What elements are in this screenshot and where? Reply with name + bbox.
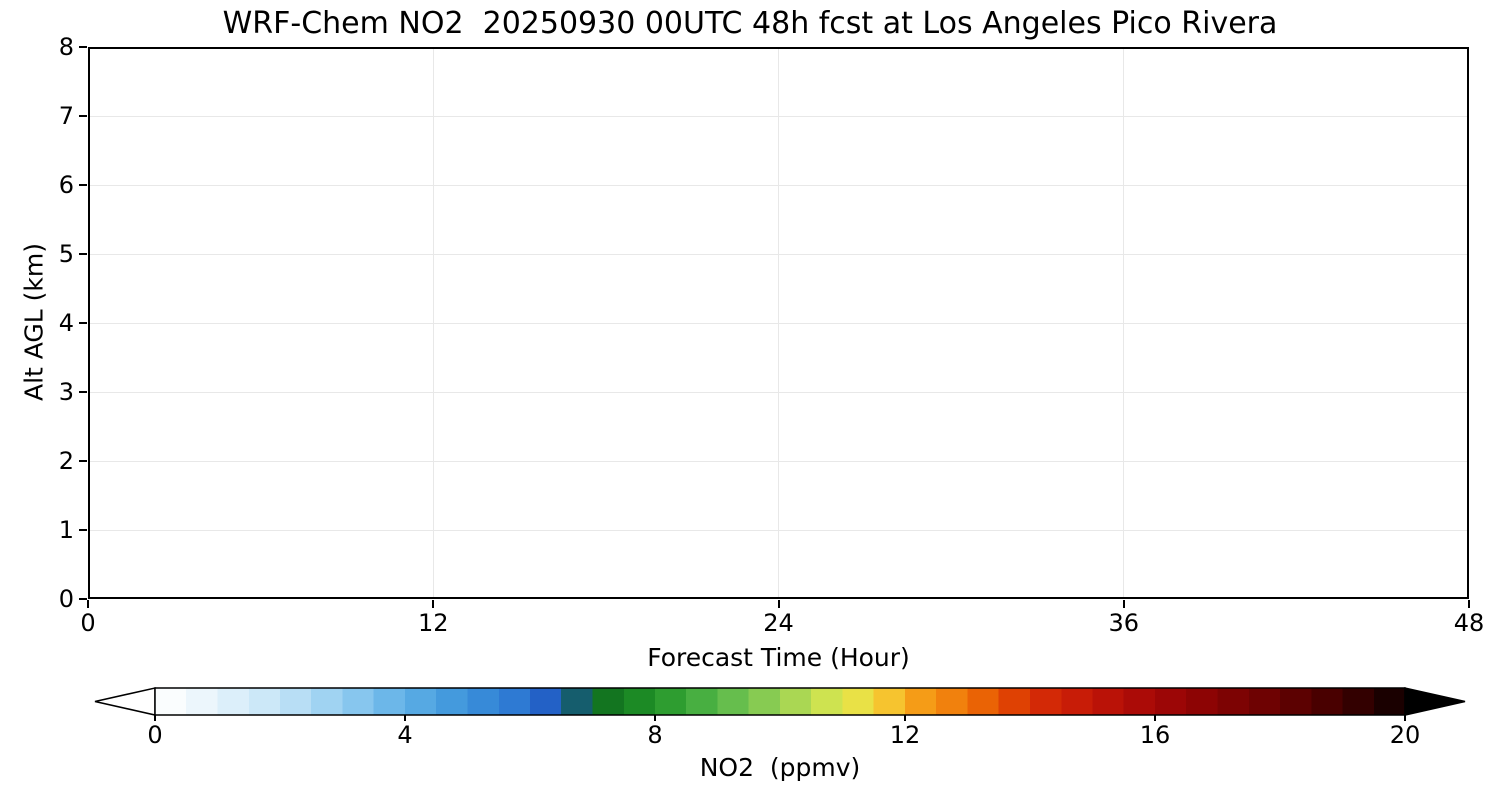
gridline-horizontal: [88, 391, 1469, 393]
gridline-horizontal: [88, 529, 1469, 531]
colorbar-tick-mark: [404, 715, 406, 721]
gridline-horizontal: [88, 460, 1469, 462]
y-tick-mark: [79, 184, 87, 186]
x-tick-mark: [1468, 600, 1470, 608]
y-tick-label: 8: [58, 33, 74, 61]
colorbar-tick-label: 4: [397, 721, 413, 749]
y-tick-mark: [79, 115, 87, 117]
colorbar-tick-mark: [154, 715, 156, 721]
x-tick-mark: [1122, 600, 1125, 608]
y-tick-label: 1: [58, 516, 74, 544]
y-tick-label: 0: [58, 585, 74, 613]
y-tick-mark: [79, 46, 87, 48]
y-tick-label: 3: [58, 378, 74, 406]
gridline-horizontal: [88, 322, 1469, 324]
chart-title: WRF-Chem NO2 20250930 00UTC 48h fcst at …: [222, 6, 1278, 41]
colorbar-tick-label: 8: [647, 721, 663, 749]
colorbar-tick-mark: [1154, 715, 1156, 721]
y-tick-label: 4: [58, 309, 74, 337]
colorbar-tick-label: 0: [147, 721, 163, 749]
x-tick-label: 48: [1453, 609, 1485, 637]
colorbar-label: NO2 (ppmv): [699, 753, 861, 782]
colorbar-tick-label: 12: [889, 721, 921, 749]
y-tick-mark: [79, 391, 87, 393]
x-tick-label: 12: [417, 609, 449, 637]
y-tick-label: 6: [58, 171, 74, 199]
y-tick-mark: [79, 460, 87, 462]
x-tick-label: 0: [80, 609, 96, 637]
colorbar-tick-mark: [654, 715, 656, 721]
colorbar: [94, 687, 1466, 716]
gridline-horizontal: [88, 253, 1469, 255]
colorbar-tick-label: 20: [1389, 721, 1421, 749]
y-tick-mark: [79, 529, 87, 531]
y-tick-mark: [79, 322, 87, 324]
colorbar-tick-label: 16: [1139, 721, 1171, 749]
x-tick-mark: [432, 600, 435, 608]
x-tick-mark: [777, 600, 780, 608]
y-tick-label: 7: [58, 102, 74, 130]
y-tick-mark: [79, 598, 87, 600]
plot-area: [88, 47, 1469, 599]
y-tick-label: 2: [58, 447, 74, 475]
y-tick-mark: [79, 253, 87, 255]
x-tick-mark: [87, 600, 89, 608]
x-axis-label: Forecast Time (Hour): [647, 643, 910, 672]
colorbar-tick-mark: [904, 715, 906, 721]
gridline-horizontal: [88, 115, 1469, 117]
colorbar-tick-mark: [1404, 715, 1406, 721]
x-tick-label: 24: [763, 609, 794, 637]
colorbar-over-arrow: [1404, 687, 1466, 716]
x-tick-label: 36: [1108, 609, 1140, 637]
y-tick-label: 5: [58, 240, 74, 268]
gridline-horizontal: [88, 184, 1469, 186]
